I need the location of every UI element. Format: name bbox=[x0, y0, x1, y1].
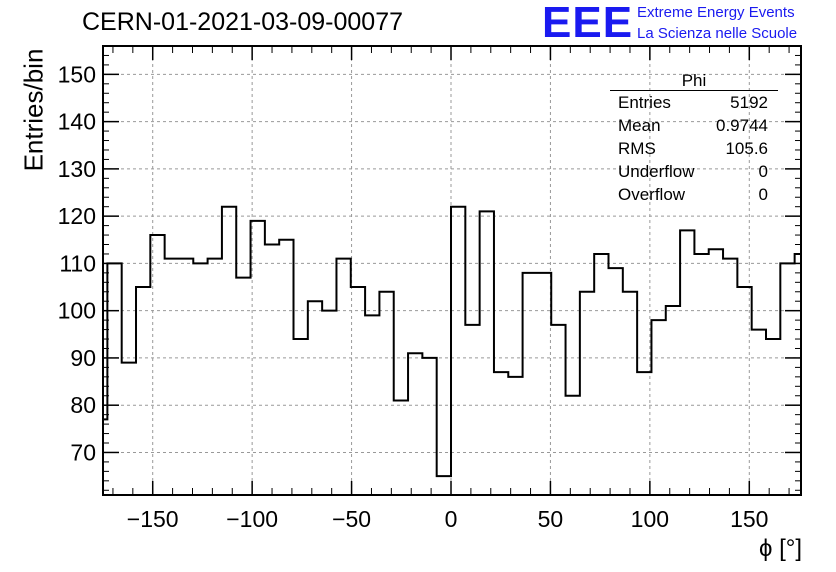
stats-box: Phi Entries 5192 Mean 0.9744 RMS 105.6 U… bbox=[610, 72, 778, 206]
stats-value: 0 bbox=[758, 185, 768, 204]
x-tick-label: 0 bbox=[445, 506, 458, 532]
stats-row-underflow: Underflow 0 bbox=[610, 160, 778, 183]
histogram-line bbox=[103, 205, 801, 478]
eee-logo: EEE bbox=[542, 0, 634, 47]
y-axis-label: Entries/bin bbox=[18, 48, 49, 172]
stats-name: Phi bbox=[610, 72, 778, 91]
axis-ticks bbox=[103, 45, 801, 495]
x-tick-label: 50 bbox=[538, 506, 564, 532]
y-tick-label: 120 bbox=[58, 203, 96, 229]
stats-value: 0.9744 bbox=[716, 116, 768, 135]
stats-label: Mean bbox=[618, 116, 661, 135]
logo-line-2: La Scienza nelle Scuole bbox=[637, 25, 798, 42]
stats-value: 105.6 bbox=[725, 139, 768, 158]
logo-line-1: Extreme Energy Events bbox=[637, 4, 795, 21]
y-tick-label: 130 bbox=[58, 156, 96, 182]
stats-row-overflow: Overflow 0 bbox=[610, 183, 778, 206]
y-tick-label: 70 bbox=[70, 439, 96, 465]
stats-value: 5192 bbox=[730, 93, 768, 112]
y-tick-label: 110 bbox=[59, 250, 96, 276]
y-tick-label: 90 bbox=[70, 345, 96, 371]
stats-label: Entries bbox=[618, 93, 671, 112]
plot-frame bbox=[102, 45, 802, 496]
x-tick-label: 150 bbox=[730, 506, 768, 532]
stats-label: Overflow bbox=[618, 185, 686, 204]
axis-tick-labels: −150 −100 −50 0 50 100 150 70 80 90 100 110 120 130 14… bbox=[58, 61, 769, 532]
y-tick-label: 100 bbox=[58, 298, 96, 324]
x-tick-label: −100 bbox=[226, 506, 278, 532]
x-tick-label: −150 bbox=[127, 506, 179, 532]
y-tick-label: 150 bbox=[58, 61, 96, 87]
stats-row-mean: Mean 0.9744 bbox=[610, 114, 778, 137]
y-tick-label: 140 bbox=[58, 109, 96, 135]
stats-label: Underflow bbox=[618, 162, 695, 181]
stats-row-rms: RMS 105.6 bbox=[610, 137, 778, 160]
chart-title: CERN-01-2021-03-09-00077 bbox=[82, 8, 404, 36]
x-tick-label: 100 bbox=[631, 506, 669, 532]
x-axis-label: ϕ [°] bbox=[758, 535, 802, 562]
y-tick-label: 80 bbox=[70, 392, 96, 418]
stats-row-entries: Entries 5192 bbox=[610, 91, 778, 114]
stats-label: RMS bbox=[618, 139, 656, 158]
x-tick-label: −50 bbox=[332, 506, 371, 532]
stats-value: 0 bbox=[758, 162, 768, 181]
